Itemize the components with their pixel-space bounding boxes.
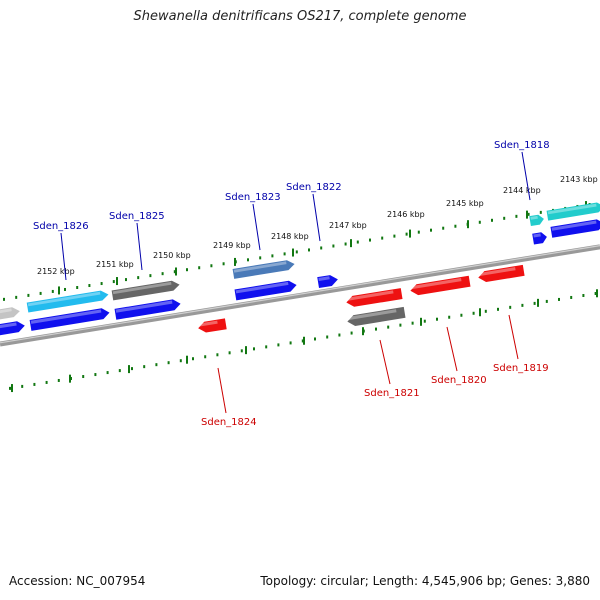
gene-arrow-1820-body <box>410 275 471 296</box>
gene-arrow-1826-shine <box>27 291 101 307</box>
gene-arrow-1825-cds <box>114 299 181 320</box>
tick-label-2147: 2147 kbp <box>329 221 367 230</box>
tick-label-2143: 2143 kbp <box>560 175 598 184</box>
gene-arrow-1822-shine <box>318 276 330 282</box>
gene-arrow-1826-body <box>26 290 109 313</box>
gene-arrow-1817 <box>550 219 600 238</box>
gene-arrow-1827-shine <box>0 322 17 329</box>
gene-arrow-1823-cds <box>234 280 297 301</box>
gene-arrow-1826 <box>26 290 109 313</box>
tick-label-2146: 2146 kbp <box>387 210 425 219</box>
gene-label-sden_1821: Sden_1821 <box>364 388 420 399</box>
gene-label-sden_1820: Sden_1820 <box>431 375 487 386</box>
outer-tick-track <box>3 201 591 301</box>
gene-arrow-1826-cds-body <box>29 308 110 331</box>
leader-sden_1821 <box>379 339 391 385</box>
backbone-highlight <box>0 245 600 344</box>
gene-arrow-1819-shine <box>478 267 516 277</box>
gene-arrow-1824-shine <box>198 320 218 327</box>
inner-tick-track <box>9 289 598 393</box>
leader-sden_1825 <box>136 222 143 271</box>
tick-label-2151: 2151 kbp <box>96 260 134 269</box>
leader-sden_1824 <box>217 367 227 414</box>
gene-label-sden_1819: Sden_1819 <box>493 363 549 374</box>
gene-label-sden_1823: Sden_1823 <box>225 192 281 203</box>
gene-arrow-1818-cds <box>532 232 547 245</box>
gene-arrow-1822 <box>317 275 338 289</box>
gene-arrow-1821-rna <box>347 306 406 326</box>
gene-arrow-1825-shine <box>112 281 172 295</box>
gene-arrow-1820-shine <box>410 278 462 290</box>
gene-arrow-1824 <box>198 318 227 333</box>
leader-sden_1823 <box>252 203 261 251</box>
gene-arrow-1818a-shine <box>530 215 538 220</box>
gene-label-sden_1826: Sden_1826 <box>33 221 89 232</box>
gene-arrow-1823-shine <box>233 261 287 273</box>
gene-label-sden_1824: Sden_1824 <box>201 417 257 428</box>
gene-arrow-1817-shine <box>551 220 597 231</box>
gene-arrow-1827-body <box>0 321 25 336</box>
map-title: Shewanella denitrificans OS217, complete… <box>133 9 467 24</box>
gene-arrow-1827 <box>0 321 25 336</box>
gene-arrow-1817-body <box>550 219 600 238</box>
gene-arrow-1822-body <box>317 275 338 289</box>
gene-arrow-1820 <box>410 275 471 296</box>
gene-arrow-1818-cds-shine <box>533 233 541 238</box>
gene-label-sden_1818: Sden_1818 <box>494 140 550 151</box>
gene-arrow-1818a <box>529 214 544 227</box>
gene-arrow-1819-body <box>478 264 525 282</box>
gene-arrow-1818b-shine <box>547 203 597 215</box>
leader-sden_1826 <box>60 232 67 281</box>
gene-labels: Sden_1826 Sden_1825 Sden_1824 Sden_1823 Sden… <box>33 140 550 428</box>
tick-label-2148: 2148 kbp <box>271 232 309 241</box>
genome-backbone <box>0 244 600 347</box>
gene-arrow-1821-rna-shine <box>347 309 397 321</box>
gene-arrow-1827-gray-shine <box>0 308 12 314</box>
genome-summary-text: Topology: circular; Length: 4,545,906 bp… <box>260 574 590 588</box>
gene-arrow-1826-cds <box>29 308 110 331</box>
gene-arrow-1819 <box>478 264 525 282</box>
gene-arrow-1823-cds-body <box>234 280 297 301</box>
gene-arrow-1825 <box>111 280 180 301</box>
gene-arrow-1823-cds-shine <box>235 281 289 294</box>
gene-arrow-1821-rna-body <box>347 306 406 326</box>
gene-arrow-1825-cds-body <box>114 299 181 320</box>
gene-arrow-1827-gray <box>0 307 20 320</box>
gene-label-sden_1825: Sden_1825 <box>109 211 165 222</box>
gene-features <box>0 202 600 336</box>
leader-sden_1820 <box>446 326 458 372</box>
gene-arrow-1818a-body <box>529 214 544 227</box>
tick-label-2145: 2145 kbp <box>446 199 484 208</box>
gene-arrow-1821 <box>346 288 403 307</box>
gene-label-sden_1822: Sden_1822 <box>286 182 342 193</box>
gene-arrow-1818b <box>546 202 600 221</box>
gene-arrow-1826-cds-shine <box>30 309 102 324</box>
gene-arrow-1825-cds-shine <box>115 300 173 313</box>
gene-arrow-1825-body <box>111 280 180 301</box>
gene-arrow-1823-body <box>232 260 295 279</box>
tick-label-2150: 2150 kbp <box>153 251 191 260</box>
leader-sden_1819 <box>508 314 519 360</box>
gene-arrow-1821-body <box>346 288 403 307</box>
leader-sden_1822 <box>312 193 321 242</box>
gene-arrow-1824-body <box>198 318 227 333</box>
gene-arrow-1821-shine <box>346 290 394 301</box>
gene-arrow-1818-cds-body <box>532 232 547 245</box>
tick-label-2149: 2149 kbp <box>213 241 251 250</box>
gene-arrow-1823 <box>232 260 295 279</box>
leader-sden_1818 <box>521 151 531 201</box>
gene-arrow-1827-gray-body <box>0 307 20 320</box>
tick-label-2144: 2144 kbp <box>503 186 541 195</box>
backbone-line <box>0 244 600 347</box>
accession-text: Accession: NC_007954 <box>9 574 146 588</box>
tick-label-2152: 2152 kbp <box>37 267 75 276</box>
gene-arrow-1818b-body <box>546 202 600 221</box>
tick-labels: 2152 kbp 2151 kbp 2150 kbp 2149 kbp 2148 kbp… <box>37 175 598 276</box>
